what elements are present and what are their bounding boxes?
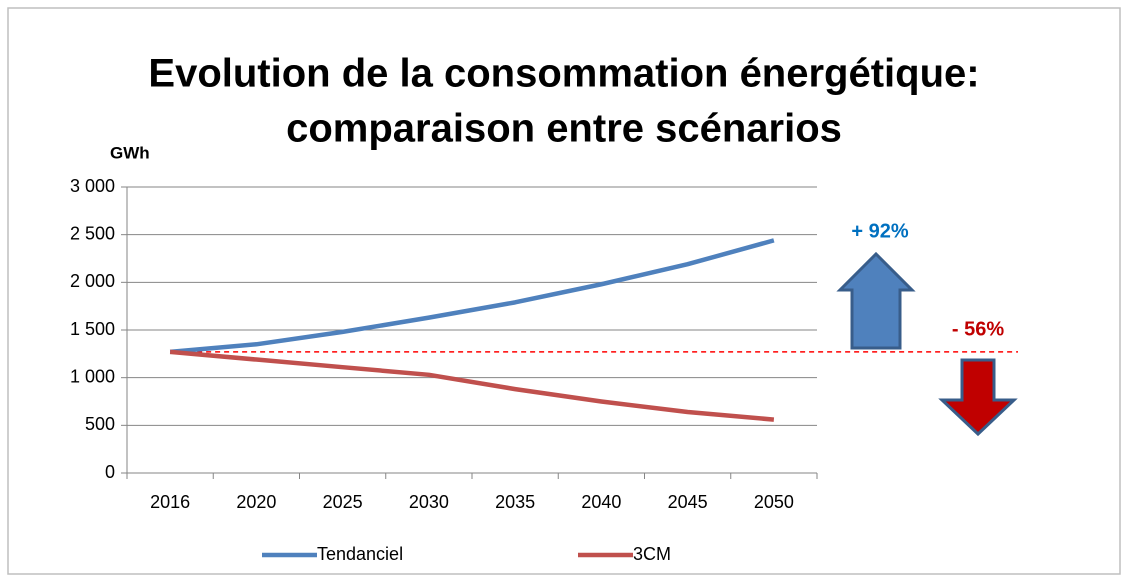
y-axis-label: GWh	[110, 143, 150, 162]
y-tick-label: 2 500	[70, 223, 115, 243]
x-tick-label: 2030	[409, 492, 449, 512]
up-arrow	[836, 251, 916, 350]
legend-label: 3CM	[633, 544, 671, 564]
y-tick-label: 2 000	[70, 271, 115, 291]
y-tick-label: 1 000	[70, 366, 115, 386]
annotation: - 56%	[952, 318, 1004, 340]
y-tick-label: 500	[85, 414, 115, 434]
legend-label: Tendanciel	[317, 544, 403, 564]
series-line	[169, 349, 775, 422]
x-tick-label: 2035	[495, 492, 535, 512]
x-tick-label: 2040	[581, 492, 621, 512]
y-tick-label: 1 500	[70, 319, 115, 339]
x-tick-label: 2050	[754, 492, 794, 512]
annotation: + 92%	[851, 220, 908, 242]
x-tick-label: 2045	[668, 492, 708, 512]
chart-title: comparaison entre scénarios	[286, 107, 842, 151]
chart-title: Evolution de la consommation énergétique…	[148, 52, 979, 96]
x-tick-label: 2020	[236, 492, 276, 512]
series-line	[169, 238, 775, 355]
x-tick-label: 2016	[150, 492, 190, 512]
y-tick-label: 0	[105, 462, 115, 482]
x-tick-label: 2025	[323, 492, 363, 512]
y-tick-label: 3 000	[70, 176, 115, 196]
down-arrow	[938, 358, 1018, 437]
